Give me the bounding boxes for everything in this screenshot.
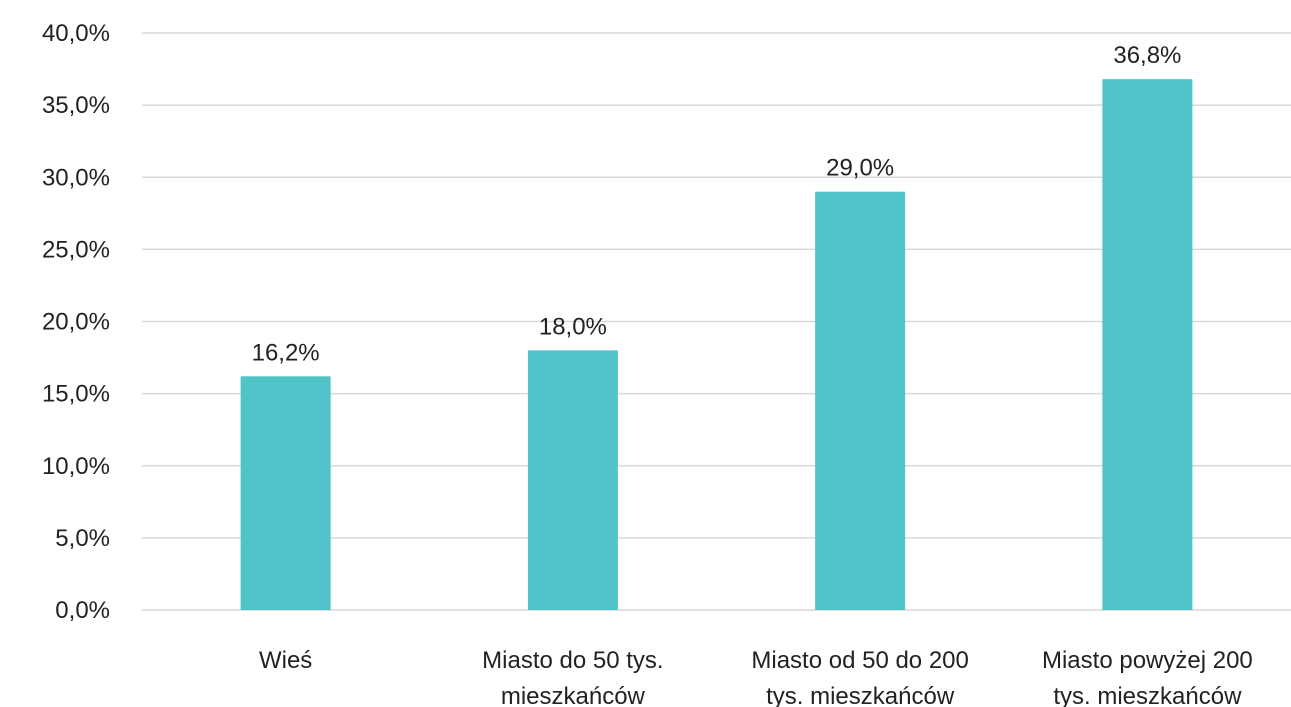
y-tick-label: 40,0% bbox=[42, 20, 110, 47]
x-category-label-line: Miasto powyżej 200 bbox=[1042, 647, 1253, 674]
bar bbox=[815, 191, 906, 611]
grid-lines bbox=[142, 32, 1291, 611]
bar bbox=[1102, 79, 1193, 610]
x-category-label: Miasto powyżej 200 tys. mieszkańców bbox=[1042, 647, 1253, 707]
x-category-label: Miasto od 50 do 200 tys. mieszkańców bbox=[751, 647, 969, 707]
y-tick-label: 0,0% bbox=[55, 597, 110, 624]
x-category-label-line: Wieś bbox=[259, 647, 312, 674]
y-axis-tick-labels: 0,0% 5,0% 10,0% 15,0% 20,0% 25,0% 30,0% 35,0% 40… bbox=[42, 20, 110, 624]
x-category-label: Miasto do 50 tys. mieszkańców bbox=[482, 647, 663, 707]
x-category-label-line: mieszkańców bbox=[501, 683, 646, 707]
y-tick-label: 10,0% bbox=[42, 453, 110, 480]
y-tick-label: 20,0% bbox=[42, 309, 110, 336]
x-category-label: Wieś bbox=[259, 647, 312, 674]
y-tick-label: 25,0% bbox=[42, 236, 110, 263]
data-label: 29,0% bbox=[826, 155, 894, 182]
y-tick-label: 30,0% bbox=[42, 164, 110, 191]
data-label: 18,0% bbox=[539, 313, 607, 340]
x-category-label-line: tys. mieszkańców bbox=[766, 683, 955, 707]
bar bbox=[240, 376, 331, 610]
bar bbox=[527, 350, 618, 610]
data-label: 16,2% bbox=[252, 339, 320, 366]
x-category-label-line: Miasto do 50 tys. bbox=[482, 647, 663, 674]
y-tick-label: 5,0% bbox=[55, 525, 110, 552]
bars bbox=[240, 79, 1193, 611]
x-category-label-line: Miasto od 50 do 200 bbox=[751, 647, 969, 674]
data-labels: 16,2% 18,0% 29,0% 36,8% bbox=[252, 42, 1182, 366]
x-axis-category-labels: Wieś Miasto do 50 tys. mieszkańców Miasto o… bbox=[259, 647, 1253, 707]
y-tick-label: 15,0% bbox=[42, 381, 110, 408]
data-label: 36,8% bbox=[1113, 42, 1181, 69]
x-category-label-line: tys. mieszkańców bbox=[1053, 683, 1242, 707]
y-tick-label: 35,0% bbox=[42, 92, 110, 119]
